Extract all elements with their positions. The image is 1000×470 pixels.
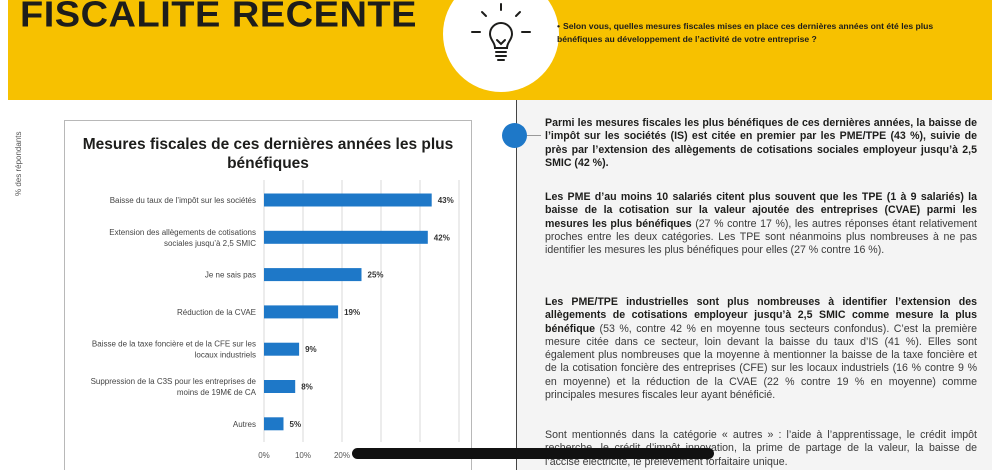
bar-value-label: 8% (301, 383, 313, 392)
x-tick-label: 0% (258, 451, 270, 460)
commentary-panel (516, 100, 992, 470)
question-bullet: • (557, 21, 561, 31)
x-tick-label: 20% (334, 451, 350, 460)
left-margin (0, 0, 8, 470)
bar-value-label: 25% (368, 271, 384, 280)
page-title: FISCALITE RECENTE (20, 0, 417, 35)
obstruction-bar (352, 448, 714, 459)
respondents-side-label: % des répondants (14, 131, 23, 197)
paragraph-summary: Parmi les mesures fiscales les plus béné… (545, 117, 977, 169)
vertical-divider (516, 100, 517, 470)
question-text: Selon vous, quelles mesures fiscales mis… (557, 21, 934, 44)
bar (264, 193, 432, 207)
bar (264, 417, 284, 431)
bar-value-label: 5% (290, 420, 302, 429)
bar (264, 268, 362, 282)
bar (264, 380, 296, 393)
right-margin (992, 0, 1000, 470)
blue-dot-marker (502, 123, 527, 148)
bar-chart: 0%10%20%30%40%50%43%Baisse du taux de l’… (91, 180, 467, 460)
bar-value-label: 19% (344, 308, 360, 317)
paragraph-pme-vs-tpe: Les PME d’au moins 10 salariés citent pl… (545, 191, 977, 257)
paragraph-pme-rest: (27 % contre 17 %), les autres réponses … (545, 217, 977, 257)
bar (264, 305, 339, 319)
category-label: Extension des allègements de cotisations (109, 228, 256, 237)
category-label: Baisse de la taxe foncière et de la CFE … (92, 340, 256, 349)
bar (264, 342, 300, 356)
paragraph-industry-rest: (53 %, contre 42 % en moyenne tous secte… (545, 322, 977, 402)
category-label: Suppression de la C3S pour les entrepris… (91, 377, 257, 386)
category-label: Autres (233, 420, 256, 429)
x-tick-label: 10% (295, 451, 311, 460)
paragraph-pme-bold: Les PME d’au moins 10 salariés citent pl… (545, 191, 977, 230)
paragraph-industry-bold: Les PME/TPE industrielles sont plus nomb… (545, 296, 977, 335)
connector-line (527, 135, 541, 136)
category-label: sociales jusqu’à 2,5 SMIC (164, 239, 256, 248)
chart-card (64, 120, 472, 470)
paragraph-industry: Les PME/TPE industrielles sont plus nomb… (545, 296, 977, 402)
category-label: Réduction de la CVAE (177, 308, 256, 317)
category-label: moins de 19M€ de CA (177, 388, 257, 397)
category-label: Je ne sais pas (205, 271, 256, 280)
bar (264, 230, 428, 244)
chart-title: Mesures fiscales de ces dernières années… (82, 136, 454, 171)
category-label: Baisse du taux de l’impôt sur les sociét… (110, 196, 256, 205)
bulb-badge (443, 0, 559, 92)
survey-question: • Selon vous, quelles mesures fiscales mi… (557, 20, 977, 46)
lightbulb-icon (471, 3, 531, 61)
bar-value-label: 43% (438, 196, 454, 205)
bar-value-label: 42% (434, 233, 450, 242)
bar-value-label: 9% (305, 345, 317, 354)
category-label: locaux industriels (195, 351, 256, 360)
